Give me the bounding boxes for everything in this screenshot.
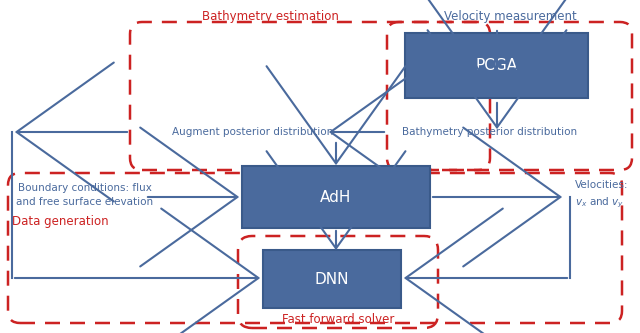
Text: AdH: AdH <box>320 189 352 204</box>
Text: Data generation: Data generation <box>12 215 108 228</box>
Text: Augment posterior distribution: Augment posterior distribution <box>172 127 333 137</box>
Text: Velocity measurement: Velocity measurement <box>444 10 577 23</box>
FancyBboxPatch shape <box>263 250 401 308</box>
Text: Velocities:
$v_x$ and $v_y$: Velocities: $v_x$ and $v_y$ <box>575 180 628 209</box>
Text: Fast forward solver: Fast forward solver <box>282 313 394 326</box>
Text: Bathymetry posterior distribution: Bathymetry posterior distribution <box>403 127 577 137</box>
Text: DNN: DNN <box>315 271 349 286</box>
FancyBboxPatch shape <box>405 33 588 98</box>
Text: PCGA: PCGA <box>476 58 518 73</box>
Text: Bathymetry estimation: Bathymetry estimation <box>202 10 339 23</box>
FancyBboxPatch shape <box>242 166 430 228</box>
Text: Boundary conditions: flux
and free surface elevation: Boundary conditions: flux and free surfa… <box>17 183 154 207</box>
